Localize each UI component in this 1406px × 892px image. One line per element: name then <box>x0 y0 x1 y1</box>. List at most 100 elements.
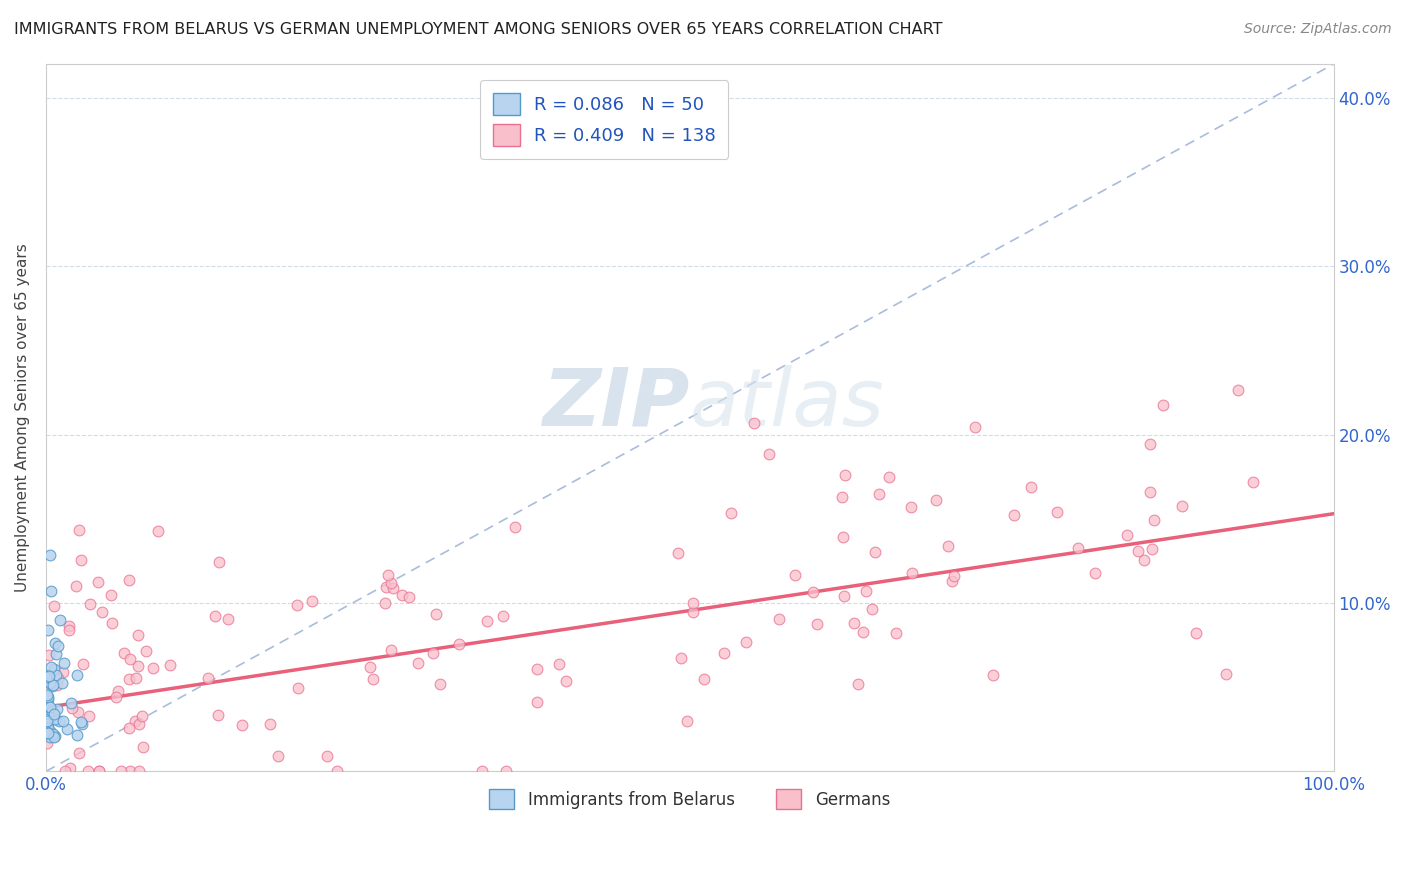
Point <box>1140 542 1163 557</box>
Point <box>67 523 90 537</box>
Point <box>1083 566 1105 580</box>
Point <box>1143 513 1166 527</box>
Point <box>38 699 60 714</box>
Point <box>1002 508 1025 523</box>
Point <box>1128 544 1150 558</box>
Point <box>422 646 444 660</box>
Point <box>59 696 82 710</box>
Point <box>46 671 69 685</box>
Point <box>382 581 405 595</box>
Point <box>69 553 91 567</box>
Point <box>107 684 129 698</box>
Point <box>547 657 569 672</box>
Point <box>35 671 58 685</box>
Point <box>159 658 181 673</box>
Point <box>846 677 869 691</box>
Point <box>87 574 110 589</box>
Point <box>1046 505 1069 519</box>
Point <box>231 717 253 731</box>
Point <box>37 698 59 712</box>
Point <box>131 709 153 723</box>
Point <box>1067 541 1090 555</box>
Point <box>42 678 65 692</box>
Point <box>374 580 396 594</box>
Point <box>863 545 886 559</box>
Point <box>70 717 93 731</box>
Point <box>37 725 59 739</box>
Point <box>135 643 157 657</box>
Point <box>943 569 966 583</box>
Point <box>38 724 60 739</box>
Point <box>877 470 900 484</box>
Point <box>35 710 58 724</box>
Point <box>65 579 87 593</box>
Point <box>742 416 765 430</box>
Point <box>53 657 76 671</box>
Point <box>1139 437 1161 451</box>
Point <box>735 634 758 648</box>
Point <box>844 615 866 630</box>
Point <box>41 679 63 693</box>
Text: IMMIGRANTS FROM BELARUS VS GERMAN UNEMPLOYMENT AMONG SENIORS OVER 65 YEARS CORRE: IMMIGRANTS FROM BELARUS VS GERMAN UNEMPL… <box>14 22 942 37</box>
Point <box>495 764 517 779</box>
Point <box>35 725 58 739</box>
Point <box>374 596 396 610</box>
Point <box>936 539 959 553</box>
Point <box>100 615 122 630</box>
Point <box>1139 485 1161 500</box>
Point <box>447 637 470 651</box>
Point <box>900 500 922 514</box>
Point <box>37 690 59 704</box>
Point <box>69 714 91 729</box>
Point <box>315 748 337 763</box>
Point <box>41 727 63 741</box>
Point <box>1185 625 1208 640</box>
Point <box>406 657 429 671</box>
Point <box>713 646 735 660</box>
Point <box>46 677 69 691</box>
Point <box>72 657 94 672</box>
Point <box>44 712 66 726</box>
Point <box>1241 475 1264 489</box>
Point <box>831 490 853 504</box>
Point <box>37 692 59 706</box>
Point <box>44 636 66 650</box>
Point <box>806 617 828 632</box>
Point <box>1171 499 1194 513</box>
Point <box>112 646 135 660</box>
Point <box>259 717 281 731</box>
Point <box>834 468 856 483</box>
Point <box>35 735 58 749</box>
Point <box>884 625 907 640</box>
Point <box>38 668 60 682</box>
Point <box>58 618 80 632</box>
Point <box>127 659 149 673</box>
Text: Source: ZipAtlas.com: Source: ZipAtlas.com <box>1244 22 1392 37</box>
Point <box>45 647 67 661</box>
Point <box>377 568 399 582</box>
Point <box>87 764 110 779</box>
Point <box>128 717 150 731</box>
Point <box>55 722 77 736</box>
Point <box>39 659 62 673</box>
Point <box>60 700 83 714</box>
Point <box>503 520 526 534</box>
Point <box>124 714 146 728</box>
Point <box>79 598 101 612</box>
Point <box>51 675 73 690</box>
Point <box>675 714 697 728</box>
Point <box>207 707 229 722</box>
Text: atlas: atlas <box>690 365 884 442</box>
Point <box>287 681 309 695</box>
Point <box>555 673 578 688</box>
Point <box>693 672 716 686</box>
Text: ZIP: ZIP <box>543 365 690 442</box>
Point <box>37 624 59 638</box>
Point <box>37 712 59 726</box>
Point <box>361 672 384 686</box>
Point <box>77 709 100 723</box>
Point <box>52 714 75 728</box>
Point <box>359 659 381 673</box>
Point <box>785 567 807 582</box>
Point <box>67 746 90 760</box>
